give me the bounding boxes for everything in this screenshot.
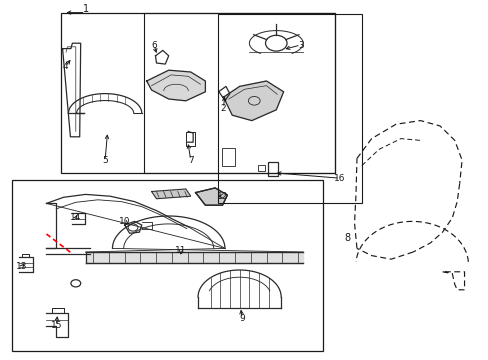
Text: 8: 8 [344, 233, 349, 243]
Text: 1: 1 [82, 4, 88, 14]
Text: 3: 3 [297, 40, 303, 49]
Text: 15: 15 [50, 321, 62, 330]
Polygon shape [146, 70, 205, 101]
Polygon shape [223, 81, 283, 121]
Text: 13: 13 [16, 262, 28, 271]
Text: 16: 16 [333, 174, 345, 183]
Text: 9: 9 [239, 314, 244, 323]
Text: 11: 11 [175, 246, 186, 255]
Text: 12: 12 [216, 192, 228, 201]
Bar [217, 14, 361, 203]
Bar [61, 13, 334, 173]
Text: 2: 2 [220, 104, 226, 112]
Bar [144, 13, 334, 173]
Polygon shape [195, 188, 227, 205]
Polygon shape [85, 252, 303, 263]
Text: 4: 4 [62, 62, 68, 71]
Bar [12, 180, 322, 351]
Text: 6: 6 [151, 40, 157, 49]
Polygon shape [151, 189, 190, 199]
Text: 14: 14 [70, 213, 81, 222]
Bar [185, 132, 194, 146]
Text: 5: 5 [102, 156, 108, 165]
Text: 7: 7 [187, 156, 193, 165]
Bar [258, 165, 264, 171]
Bar [267, 162, 277, 176]
Bar [221, 148, 235, 166]
Text: 10: 10 [119, 217, 130, 226]
